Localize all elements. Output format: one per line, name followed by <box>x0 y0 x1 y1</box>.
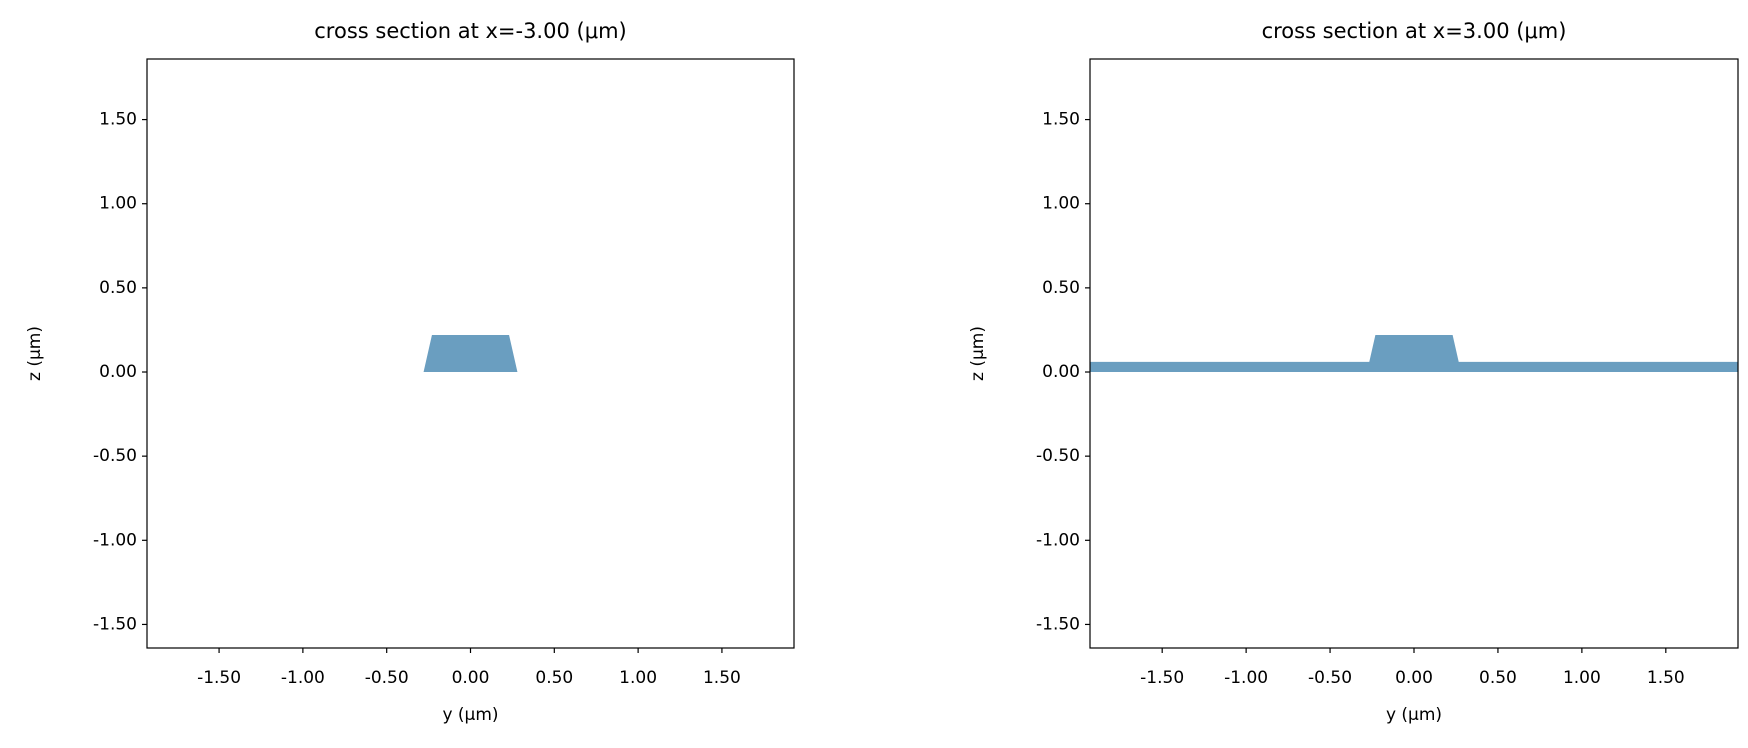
chart-title: cross section at x=3.00 (μm) <box>1262 19 1567 43</box>
x-tick-label: -1.50 <box>1140 668 1184 688</box>
y-tick-label: -1.00 <box>93 530 137 550</box>
structure <box>1366 334 1462 373</box>
y-tick-label: -1.00 <box>1036 530 1080 550</box>
x-tick-label: 0.00 <box>452 668 490 688</box>
y-tick-label: 1.50 <box>99 110 137 130</box>
x-tick-label: 1.50 <box>703 668 741 688</box>
x-tick-label: 0.50 <box>535 668 573 688</box>
subplot: -1.50 -1.00 -0.50 0.00 0.50 1.00 1.50 -1.50 -1.0… <box>25 19 795 725</box>
y-tick-label: -1.50 <box>93 614 137 634</box>
y-tick-label: -0.50 <box>93 446 137 466</box>
y-axis-label: z (μm) <box>25 326 45 381</box>
x-tick-label: 0.50 <box>1479 668 1517 688</box>
chart-title: cross section at x=-3.00 (μm) <box>314 19 626 43</box>
y-tick-label: 0.50 <box>99 278 137 298</box>
x-tick-label: -1.00 <box>1224 668 1268 688</box>
x-tick-label: -0.50 <box>365 668 409 688</box>
y-axis-label: z (μm) <box>968 326 988 381</box>
y-tick-label: 1.00 <box>1042 194 1080 214</box>
subplot: -1.50 -1.00 -0.50 0.00 0.50 1.00 1.50 -1.50 -1.0… <box>968 19 1739 725</box>
y-tick-label: 0.00 <box>99 362 137 382</box>
y-tick-label: -0.50 <box>1036 446 1080 466</box>
x-axis-label: y (μm) <box>1386 705 1442 725</box>
x-tick-label: -0.50 <box>1308 668 1352 688</box>
y-tick-label: -1.50 <box>1036 614 1080 634</box>
x-axis-label: y (μm) <box>442 705 498 725</box>
x-tick-label: 1.50 <box>1647 668 1685 688</box>
y-tick-label: 1.50 <box>1042 110 1080 130</box>
x-tick-label: 1.00 <box>619 668 657 688</box>
y-tick-label: 0.00 <box>1042 362 1080 382</box>
structure <box>423 334 518 373</box>
y-tick-label: 0.50 <box>1042 278 1080 298</box>
x-tick-label: 0.00 <box>1395 668 1433 688</box>
y-tick-label: 1.00 <box>99 194 137 214</box>
x-tick-label: -1.50 <box>197 668 241 688</box>
x-tick-label: -1.00 <box>281 668 325 688</box>
x-tick-label: 1.00 <box>1563 668 1601 688</box>
